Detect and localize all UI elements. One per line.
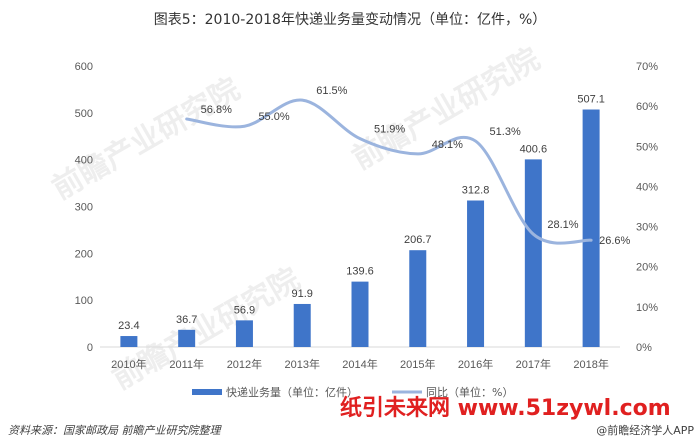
- bar-data-labels: 23.4 36.7 56.9 91.9 139.6 206.7 312.8 400.6 507.…: [118, 94, 605, 333]
- bar: [467, 200, 485, 347]
- bar-value-label: 23.4: [118, 320, 139, 332]
- line-value-label: 48.1%: [432, 139, 463, 151]
- legend: 快递业务量（单位：亿件） 同比（单位：%）: [192, 385, 513, 399]
- right-tick-label: 40%: [636, 181, 658, 193]
- x-tick-label: 2016年: [458, 357, 493, 371]
- bar: [293, 303, 311, 347]
- x-tick-label: 2015年: [400, 357, 435, 371]
- right-tick-label: 20%: [636, 262, 658, 274]
- bar: [582, 109, 600, 347]
- x-axis: 2010年 2011年 2012年 2013年 2014年 2015年 2016年 2017年…: [111, 357, 609, 371]
- left-tick-label: 500: [75, 108, 93, 120]
- site-watermark: 纸引未来网 www.51zywl.com: [340, 395, 671, 421]
- left-tick-label: 400: [75, 155, 93, 167]
- bar-value-label: 400.6: [520, 143, 548, 155]
- left-tick-label: 600: [75, 61, 93, 73]
- x-tick-label: 2017年: [516, 357, 551, 371]
- right-tick-label: 10%: [636, 302, 658, 314]
- bar-value-label: 139.6: [346, 266, 374, 278]
- right-tick-label: 30%: [636, 222, 658, 234]
- line-value-label: 55.0%: [258, 111, 289, 123]
- bar: [235, 320, 253, 347]
- x-tick-label: 2013年: [284, 357, 319, 371]
- left-axis: 0 100 200 300 400 500 600: [75, 61, 93, 354]
- line-value-label: 28.1%: [547, 219, 578, 231]
- brand-credit: @前瞻经济学人APP: [596, 423, 694, 437]
- bar: [351, 281, 369, 347]
- faint-watermark-center: 前瞻产业研究院: [347, 42, 546, 177]
- x-tick-label: 2018年: [573, 357, 608, 371]
- bar-value-label: 312.8: [462, 185, 490, 197]
- source-note: 资料来源：国家邮政局 前瞻产业研究院整理: [8, 424, 222, 437]
- legend-bar-label: 快递业务量（单位：亿件）: [226, 385, 358, 399]
- right-axis: 0% 10% 20% 30% 40% 50% 60% 70%: [636, 61, 658, 354]
- line-value-label: 61.5%: [316, 85, 347, 97]
- x-tick-label: 2010年: [111, 357, 146, 371]
- bar-series: [120, 109, 600, 347]
- line-value-label: 56.8%: [201, 104, 232, 116]
- legend-bar-swatch: [192, 389, 222, 395]
- bar-value-label: 56.9: [234, 304, 255, 316]
- line-value-label: 51.9%: [374, 124, 405, 136]
- bar-value-label: 91.9: [292, 288, 313, 300]
- line-value-label: 51.3%: [490, 126, 521, 138]
- bar-value-label: 36.7: [176, 314, 197, 326]
- bar-value-label: 507.1: [577, 94, 605, 106]
- left-tick-label: 0: [87, 342, 93, 354]
- bar: [409, 250, 427, 347]
- right-tick-label: 60%: [636, 101, 658, 113]
- line-value-label: 26.6%: [599, 235, 630, 247]
- right-tick-label: 70%: [636, 61, 658, 73]
- left-tick-label: 100: [75, 295, 93, 307]
- bar: [524, 159, 542, 347]
- right-tick-label: 50%: [636, 141, 658, 153]
- bar: [178, 329, 196, 347]
- left-tick-label: 200: [75, 248, 93, 260]
- bar: [120, 336, 138, 347]
- bar-value-label: 206.7: [404, 234, 432, 246]
- chart-title: 图表5：2010-2018年快递业务量变动情况（单位：亿件，%）: [154, 12, 547, 28]
- x-tick-label: 2014年: [342, 357, 377, 371]
- x-tick-label: 2011年: [169, 357, 204, 371]
- legend-line-label: 同比（单位：%）: [426, 385, 513, 399]
- faint-watermark-left: 前瞻产业研究院: [47, 72, 246, 207]
- left-tick-label: 300: [75, 202, 93, 214]
- x-tick-label: 2012年: [227, 357, 262, 371]
- line-series: [185, 98, 593, 245]
- line-data-labels: 56.8% 55.0% 61.5% 51.9% 48.1% 51.3% 28.1% 26.6%: [201, 85, 631, 247]
- right-tick-label: 0%: [636, 342, 652, 354]
